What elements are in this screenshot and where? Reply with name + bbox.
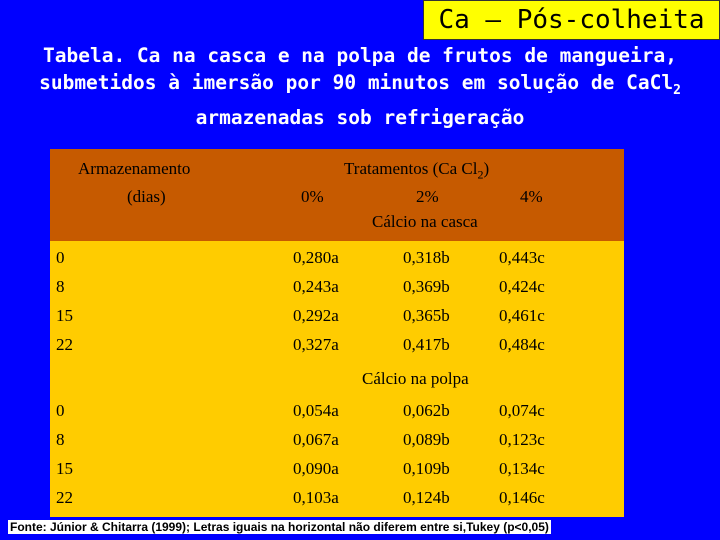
header-tratamentos-close: ) [483, 159, 490, 178]
polpa-cell: 0,090a [293, 459, 339, 478]
table-header: Armazenamento (dias) Tratamentos (Ca Cl2… [50, 149, 624, 241]
header-level-0: 0% [301, 187, 324, 206]
polpa-cell: 0,123c [499, 430, 545, 449]
casca-cell: 0,461c [499, 306, 545, 325]
casca-cell: 0,417b [403, 335, 450, 354]
header-armazenamento: Armazenamento [78, 159, 191, 178]
casca-day: 22 [56, 335, 73, 354]
caption-line-3: armazenadas sob refrigeração [195, 105, 525, 129]
polpa-day: 22 [56, 488, 73, 507]
header-tratamentos: Tratamentos (Ca Cl2) [344, 159, 489, 182]
polpa-day: 8 [56, 430, 65, 449]
casca-cell: 0,443c [499, 248, 545, 267]
polpa-cell: 0,124b [403, 488, 450, 507]
polpa-cell: 0,054a [293, 401, 339, 420]
header-level-4: 4% [520, 187, 543, 206]
casca-cell: 0,318b [403, 248, 450, 267]
casca-cell: 0,280a [293, 248, 339, 267]
caption-line-2: submetidos à imersão por 90 minutos em s… [10, 69, 710, 104]
source-footnote: Fonte: Júnior & Chitarra (1999); Letras … [8, 520, 551, 534]
header-level-2: 2% [416, 187, 439, 206]
polpa-block: 0 8 15 22 0,054a 0,062b 0,074c 0,067a 0,… [50, 393, 624, 517]
polpa-day: 15 [56, 459, 73, 478]
polpa-cell: 0,089b [403, 430, 450, 449]
casca-cell: 0,365b [403, 306, 450, 325]
header-tratamentos-sub: 2 [477, 167, 484, 182]
polpa-cell: 0,062b [403, 401, 450, 420]
header-dias: (dias) [127, 187, 166, 206]
casca-cell: 0,243a [293, 277, 339, 296]
casca-cell: 0,424c [499, 277, 545, 296]
polpa-label-row: Cálcio na polpa [50, 363, 624, 393]
casca-day: 15 [56, 306, 73, 325]
header-calcio-casca: Cálcio na casca [372, 212, 478, 231]
polpa-cell: 0,067a [293, 430, 339, 449]
header-tratamentos-text: Tratamentos (Ca Cl [344, 159, 478, 178]
casca-day: 0 [56, 248, 65, 267]
polpa-cell: 0,074c [499, 401, 545, 420]
table-caption: Tabela. Ca na casca e na polpa de frutos… [10, 42, 710, 131]
caption-line-2-text: submetidos à imersão por 90 minutos em s… [39, 71, 674, 94]
polpa-cell: 0,109b [403, 459, 450, 478]
polpa-day: 0 [56, 401, 65, 420]
caption-subscript: 2 [673, 82, 681, 98]
casca-day: 8 [56, 277, 65, 296]
casca-cell: 0,484c [499, 335, 545, 354]
casca-cell: 0,327a [293, 335, 339, 354]
polpa-cell: 0,103a [293, 488, 339, 507]
casca-cell: 0,369b [403, 277, 450, 296]
casca-block: 0 8 15 22 0,280a 0,318b 0,443c 0,243a 0,… [50, 241, 624, 363]
casca-cell: 0,292a [293, 306, 339, 325]
polpa-label: Cálcio na polpa [362, 369, 469, 388]
polpa-cell: 0,134c [499, 459, 545, 478]
polpa-cell: 0,146c [499, 488, 545, 507]
caption-line-1: Tabela. Ca na casca e na polpa de frutos… [43, 44, 677, 67]
slide-title: Ca – Pós-colheita [423, 0, 720, 40]
